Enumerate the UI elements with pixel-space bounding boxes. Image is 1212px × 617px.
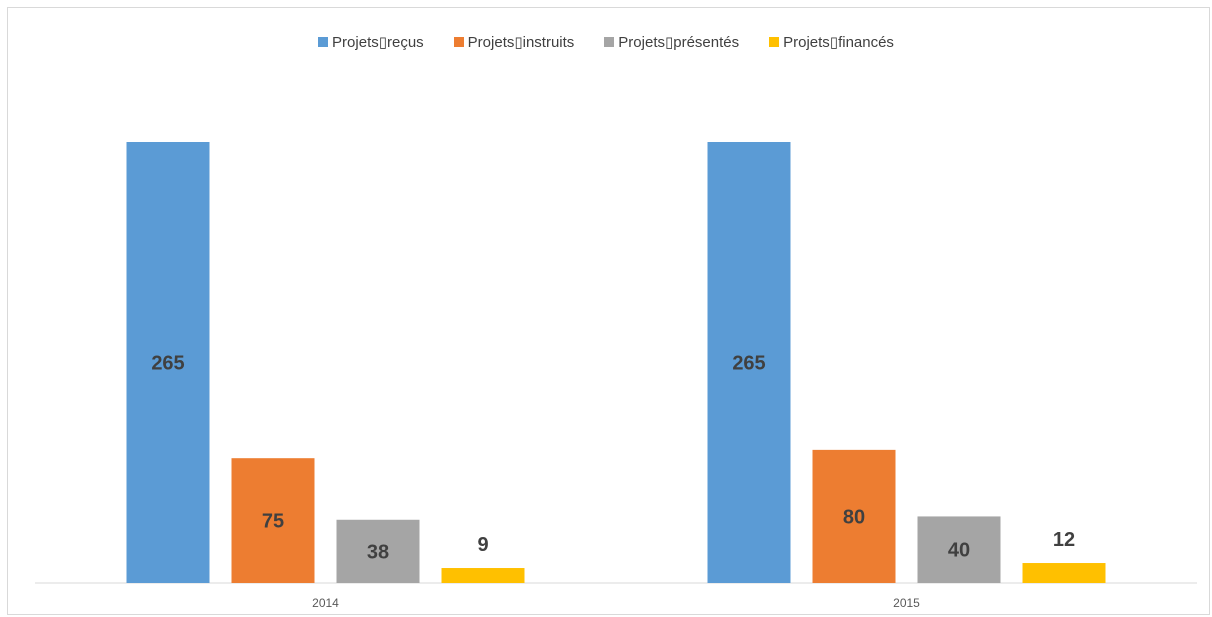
bar-2014-3 (441, 568, 525, 583)
legend-label-0: Projets▯reçus (332, 34, 424, 51)
legend-swatch-1 (453, 37, 464, 47)
x-tick-label-2014: 2014 (312, 596, 339, 610)
legend-item-3: Projets▯financés (769, 33, 894, 51)
legend-label-3: Projets▯financés (783, 34, 894, 51)
data-label-2015-3: 12 (1053, 529, 1075, 551)
x-tick-label-2015: 2015 (893, 596, 920, 610)
legend-item-2: Projets▯présentés (604, 33, 739, 51)
data-label-2014-1: 75 (262, 511, 284, 533)
bar-2015-0 (707, 142, 791, 583)
legend-swatch-3 (769, 37, 780, 47)
legend: Projets▯reçus Projets▯instruits Projets▯pr… (0, 33, 1212, 51)
data-label-2015-2: 40 (948, 540, 970, 562)
legend-label-2: Projets▯présentés (618, 34, 740, 51)
legend-label-1: Projets▯instruits (467, 34, 575, 51)
legend-swatch-2 (604, 37, 615, 47)
data-label-2014-2: 38 (367, 541, 389, 563)
data-label-2014-0: 265 (151, 353, 184, 375)
data-label-2015-0: 265 (732, 353, 765, 375)
legend-item-0: Projets▯reçus (318, 33, 424, 51)
bar-2014-1 (231, 458, 315, 583)
data-label-2015-1: 80 (843, 506, 865, 528)
data-label-2014-3: 9 (477, 534, 488, 556)
legend-swatch-0 (318, 37, 329, 47)
bar-2014-2 (336, 519, 420, 583)
bar-2015-3 (1022, 563, 1106, 583)
bar-2015-1 (812, 449, 896, 583)
legend-item-1: Projets▯instruits (453, 33, 575, 51)
bar-2014-0 (126, 142, 210, 583)
bar-2015-2 (917, 516, 1001, 583)
